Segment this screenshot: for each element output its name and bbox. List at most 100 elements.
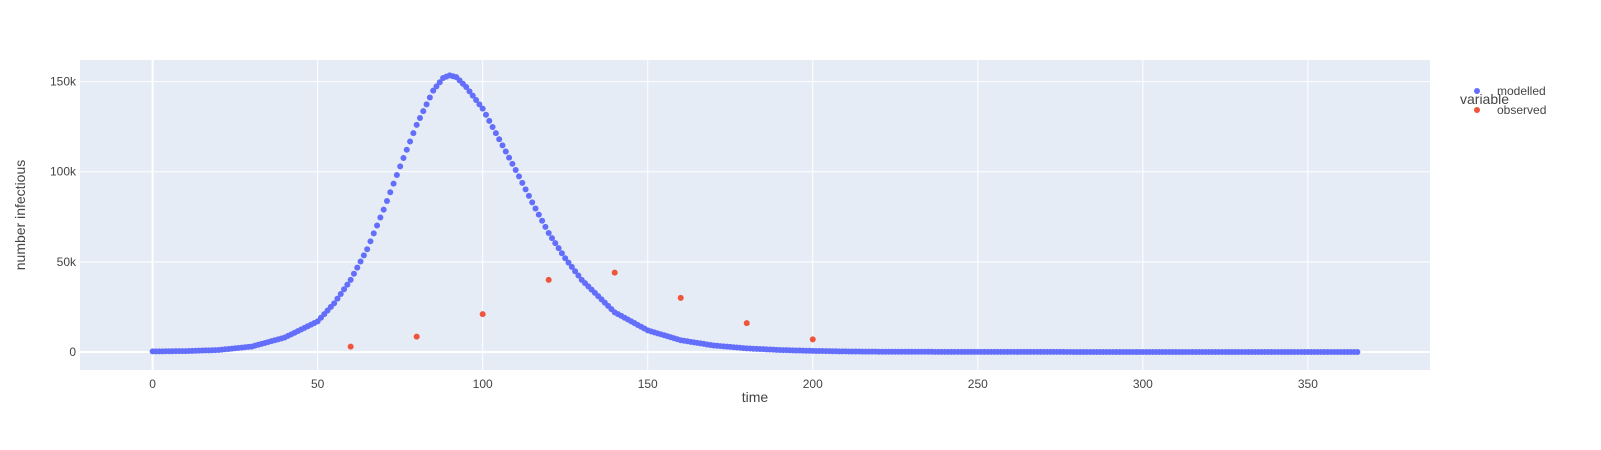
x-axis-title: time [742, 389, 769, 405]
modelled-point[interactable] [393, 171, 400, 178]
x-tick-labels: 0 50 100 150 200 250 300 350 [149, 377, 1318, 391]
legend-title: variable [1460, 91, 1509, 107]
x-tick-label: 0 [149, 377, 156, 391]
modelled-point[interactable] [350, 270, 357, 277]
modelled-point[interactable] [367, 238, 374, 245]
x-tick-label: 50 [311, 377, 325, 391]
observed-point[interactable] [677, 294, 684, 301]
modelled-point[interactable] [496, 136, 503, 143]
modelled-point[interactable] [545, 230, 552, 237]
modelled-point[interactable] [420, 108, 427, 115]
modelled-point[interactable] [529, 199, 536, 206]
modelled-point[interactable] [383, 197, 390, 204]
observed-point[interactable] [347, 343, 354, 350]
modelled-point[interactable] [436, 79, 443, 86]
y-tick-label: 0 [69, 345, 76, 359]
modelled-point[interactable] [502, 148, 509, 155]
observed-point[interactable] [545, 276, 552, 283]
x-gridlines [151, 60, 1309, 370]
legend-label-observed: observed [1497, 103, 1546, 117]
modelled-point[interactable] [499, 142, 506, 149]
observed-point[interactable] [611, 269, 618, 276]
x-tick-label: 150 [638, 377, 658, 391]
modelled-point[interactable] [572, 268, 579, 275]
modelled-point[interactable] [482, 111, 489, 118]
modelled-point[interactable] [341, 286, 348, 293]
modelled-point[interactable] [331, 300, 338, 307]
legend-item-observed[interactable]: observed [1474, 103, 1546, 117]
modelled-point[interactable] [416, 115, 423, 122]
modelled-point[interactable] [390, 180, 397, 187]
observed-point[interactable] [809, 336, 816, 343]
modelled-point[interactable] [562, 255, 569, 262]
modelled-point[interactable] [575, 272, 582, 279]
modelled-point[interactable] [535, 211, 542, 218]
x-tick-label: 350 [1298, 377, 1318, 391]
observed-point[interactable] [479, 311, 486, 318]
modelled-point[interactable] [509, 160, 516, 167]
modelled-point[interactable] [433, 83, 440, 90]
modelled-point[interactable] [558, 250, 565, 257]
modelled-point[interactable] [519, 179, 526, 186]
modelled-point[interactable] [360, 252, 367, 259]
y-tick-label: 50k [57, 255, 77, 269]
observed-point[interactable] [413, 333, 420, 340]
modelled-point[interactable] [463, 84, 470, 91]
x-tick-label: 250 [968, 377, 988, 391]
modelled-point[interactable] [334, 295, 341, 302]
modelled-point[interactable] [539, 217, 546, 224]
modelled-point[interactable] [466, 88, 473, 95]
modelled-point[interactable] [370, 230, 377, 237]
modelled-point[interactable] [364, 246, 371, 253]
modelled-point[interactable] [542, 223, 549, 230]
modelled-point[interactable] [532, 205, 539, 212]
modelled-point[interactable] [357, 258, 364, 265]
modelled-point[interactable] [403, 146, 410, 153]
modelled-point[interactable] [410, 130, 417, 137]
modelled-point[interactable] [552, 240, 559, 247]
modelled-point[interactable] [1354, 348, 1361, 355]
modelled-point[interactable] [476, 101, 483, 108]
y-axis-title: number infectious [12, 160, 28, 271]
modelled-point[interactable] [473, 97, 480, 104]
modelled-point[interactable] [489, 124, 496, 131]
plot-background [80, 60, 1430, 370]
modelled-point[interactable] [397, 163, 404, 170]
modelled-point[interactable] [430, 87, 437, 94]
modelled-point[interactable] [380, 206, 387, 213]
modelled-point[interactable] [492, 130, 499, 137]
modelled-point[interactable] [522, 186, 529, 193]
modelled-point[interactable] [387, 189, 394, 196]
modelled-point[interactable] [374, 222, 381, 229]
modelled-point[interactable] [555, 245, 562, 252]
modelled-point[interactable] [506, 154, 513, 161]
modelled-point[interactable] [565, 259, 572, 266]
modelled-point[interactable] [515, 173, 522, 180]
modelled-point[interactable] [337, 290, 344, 297]
modelled-point[interactable] [407, 138, 414, 145]
modelled-point[interactable] [344, 281, 351, 288]
modelled-point[interactable] [426, 94, 433, 101]
modelled-point[interactable] [423, 101, 430, 108]
modelled-point[interactable] [347, 276, 354, 283]
modelled-point[interactable] [377, 214, 384, 221]
y-tick-label: 150k [50, 75, 77, 89]
modelled-point[interactable] [469, 92, 476, 99]
modelled-point[interactable] [479, 105, 486, 112]
modelled-point[interactable] [354, 264, 361, 271]
legend-item-modelled[interactable]: modelled [1474, 84, 1546, 98]
modelled-point[interactable] [568, 263, 575, 270]
modelled-point[interactable] [549, 235, 556, 242]
y-tick-labels: 0 50k 100k 150k [50, 75, 77, 359]
y-tick-label: 100k [50, 165, 77, 179]
series-modelled [149, 72, 1361, 355]
modelled-point[interactable] [486, 117, 493, 124]
modelled-point[interactable] [400, 155, 407, 162]
x-tick-label: 100 [473, 377, 493, 391]
observed-point[interactable] [743, 320, 750, 327]
modelled-point[interactable] [525, 192, 532, 199]
x-tick-label: 300 [1133, 377, 1153, 391]
modelled-point[interactable] [413, 121, 420, 128]
modelled-point[interactable] [512, 166, 519, 173]
